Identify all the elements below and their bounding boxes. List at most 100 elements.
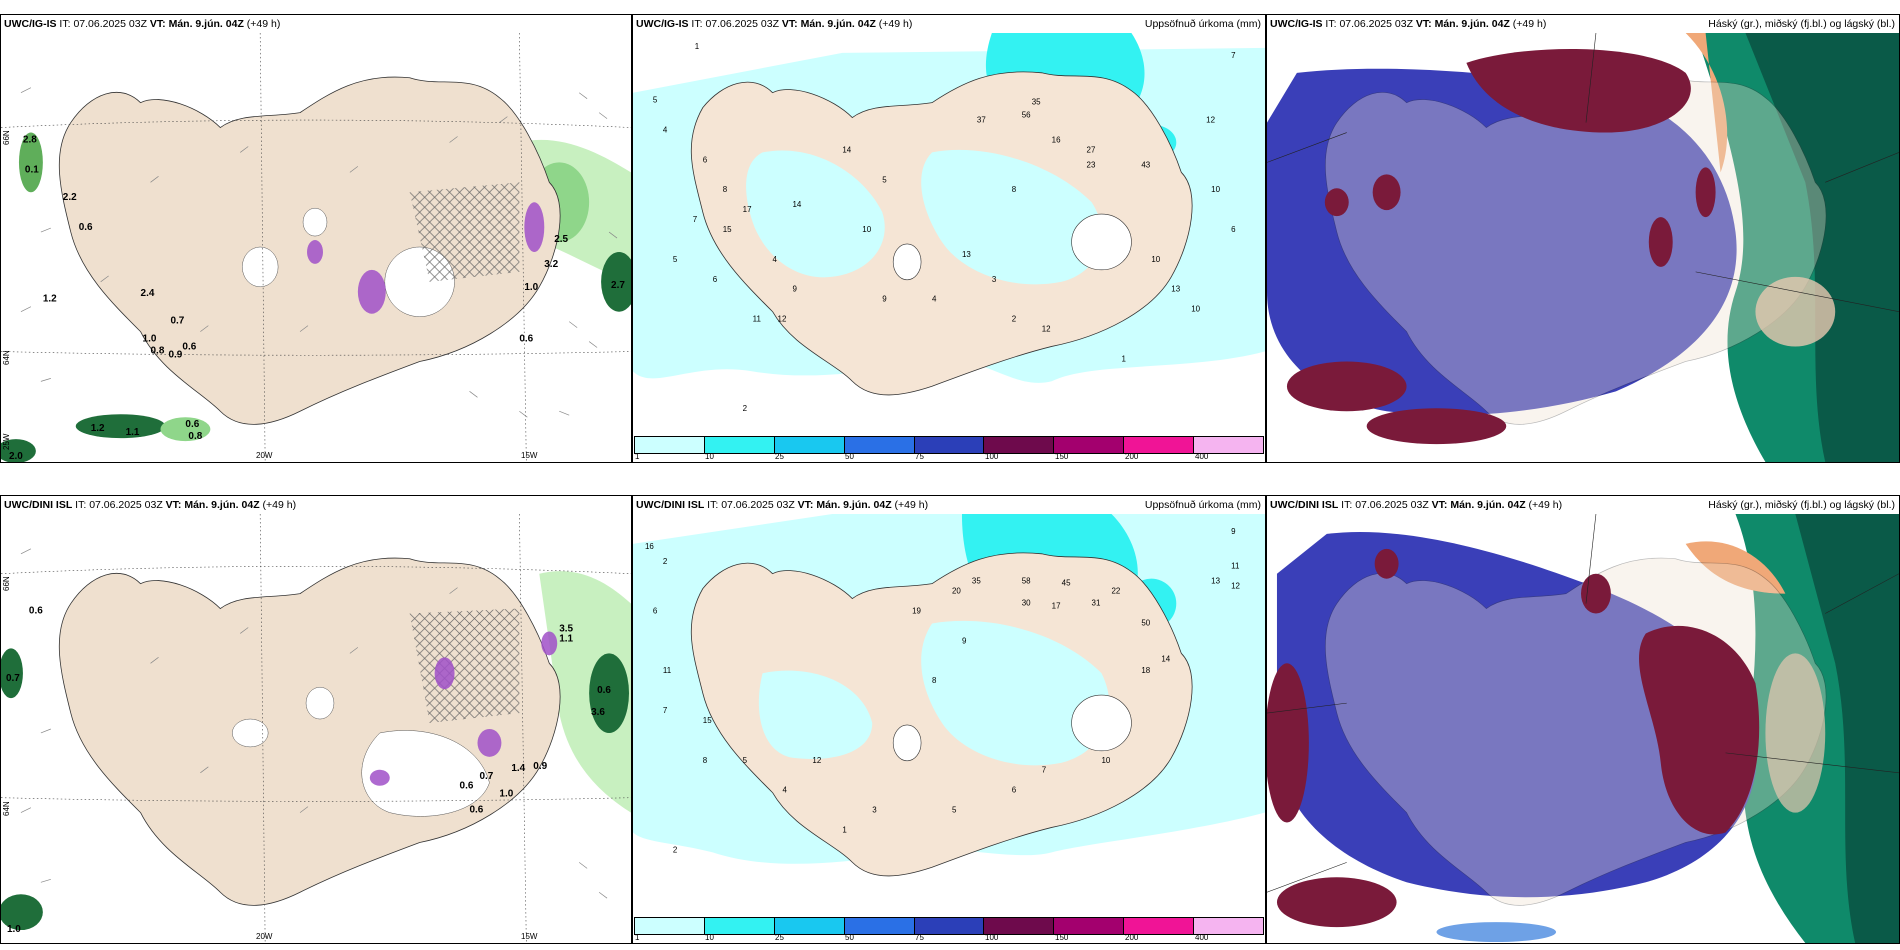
precip-value: 0.9	[168, 349, 182, 360]
precip-value: 4	[773, 255, 778, 264]
colorbar-label: 75	[915, 933, 924, 942]
panel-field-title: Háský (gr.), miðský (fj.bl.) og lágský (…	[1708, 18, 1895, 30]
precip-value: 3	[872, 806, 877, 815]
precip-value: 1.0	[524, 282, 538, 293]
precip-value: 13	[962, 250, 971, 259]
colorbar-swatch	[1194, 918, 1264, 934]
precip-value: 2.5	[554, 234, 568, 245]
colorbar-label: 10	[705, 933, 714, 942]
precip-value: 9	[1231, 527, 1236, 536]
precip-value: 0.8	[151, 346, 165, 357]
precip-value: 27	[1087, 145, 1096, 154]
precip-value: 12	[1206, 116, 1215, 125]
colorbar-swatch	[914, 437, 985, 453]
precip-value: 3.6	[591, 707, 605, 718]
colorbar-swatch	[774, 437, 845, 453]
panel-accum-precip-ig: UWC/IG-IS IT: 07.06.2025 03Z VT: Mán. 9.…	[632, 14, 1266, 463]
precip-value: 12	[812, 756, 821, 765]
colorbar-swatch	[984, 918, 1055, 934]
colorbar-swatch	[1124, 437, 1195, 453]
precip-value: 8	[1012, 185, 1017, 194]
model-name: UWC/IG-IS	[636, 18, 689, 30]
precip-value: 15	[703, 716, 712, 725]
model-name: UWC/DINI ISL	[1270, 499, 1339, 511]
precip-value: 2	[1012, 315, 1017, 324]
colorbar-label: 10	[705, 452, 714, 461]
colorbar-swatch	[844, 918, 915, 934]
precip-value: 1.0	[499, 789, 513, 800]
precip-value: 3	[992, 275, 997, 284]
colorbar-label: 200	[1125, 452, 1139, 461]
colorbar-swatch	[1194, 437, 1264, 453]
precip-value: 13	[1211, 577, 1220, 586]
model-name: UWC/IG-IS	[1270, 18, 1323, 30]
colorbar-label: 150	[1055, 933, 1069, 942]
precip-value: 2.8	[23, 134, 37, 145]
valid-time: Mán. 9.jún. 04Z	[800, 18, 876, 30]
precip-value: 0.1	[25, 164, 39, 175]
panel-clouds-dini: UWC/DINI ISL IT: 07.06.2025 03Z VT: Mán.…	[1266, 495, 1900, 944]
precip-value: 10	[1102, 756, 1111, 765]
map-area[interactable]	[1267, 33, 1899, 462]
colorbar-label: 50	[845, 452, 854, 461]
precip-value: 5	[673, 255, 678, 264]
precip-value: 0.6	[460, 781, 474, 792]
precip-value: 15	[723, 225, 732, 234]
precip-value: 8	[723, 185, 728, 194]
model-name: UWC/DINI ISL	[636, 499, 705, 511]
lon-label: 20W	[256, 451, 273, 460]
precip-value: 14	[842, 145, 851, 154]
lead-time: (+49 h)	[1512, 18, 1547, 30]
precip-value: 8	[703, 756, 708, 765]
precip-value: 17	[1052, 602, 1061, 611]
precip-value: 1	[1121, 354, 1126, 363]
model-name: UWC/DINI ISL	[4, 499, 73, 511]
precip-value: 16	[1052, 135, 1061, 144]
map-area[interactable]: 16 2 6 11 7 8 5 4 12 15 19 20 35 58 45 3…	[633, 514, 1265, 915]
precip-value: 1	[842, 825, 847, 834]
colorbar-swatch	[844, 437, 915, 453]
precip-value: 2	[673, 845, 678, 854]
valid-time: Mán. 9.jún. 04Z	[816, 499, 892, 511]
lat-label: 64N	[2, 350, 11, 365]
colorbar-swatch	[635, 918, 705, 934]
precip-value: 7	[693, 215, 698, 224]
precip-value: 2	[663, 557, 668, 566]
map-area[interactable]: 0.6 0.7 1.1 3.6 3.5 0.6 1.4 0.9 0.7 0.6 …	[1, 514, 631, 943]
model-name: UWC/IG-IS	[4, 18, 57, 30]
precip-value: 14	[792, 200, 801, 209]
map-area[interactable]: 1 5 4 6 8 7 5 6 4 9 11 12 14 17 10 15 13…	[633, 33, 1265, 434]
precip-value: 3.5	[559, 623, 573, 634]
lead-time: (+49 h)	[262, 499, 297, 511]
init-time: 07.06.2025 03Z	[73, 18, 147, 30]
precip-value: 0.6	[29, 606, 43, 617]
precip-value: 10	[1151, 255, 1160, 264]
precip-value: 9	[792, 285, 797, 294]
precip-value: 0.6	[519, 334, 533, 345]
precip-value: 58	[1022, 577, 1031, 586]
precip-value: 5	[952, 806, 957, 815]
map-area[interactable]	[1267, 514, 1899, 943]
panel-header: UWC/DINI ISL IT: 07.06.2025 03Z VT: Mán.…	[1267, 496, 1899, 514]
panel-accum-precip-dini: UWC/DINI ISL IT: 07.06.2025 03Z VT: Mán.…	[632, 495, 1266, 944]
precip-value: 8	[932, 676, 937, 685]
map-area[interactable]: 2.8 0.1 2.2 0.6 1.2 2.4 1.0 0.7 0.8 0.6 …	[1, 33, 631, 462]
precip-value: 2	[743, 404, 748, 413]
panel-header: UWC/IG-IS IT: 07.06.2025 03Z VT: Mán. 9.…	[633, 15, 1265, 33]
init-time: 07.06.2025 03Z	[1339, 18, 1413, 30]
precip-value: 37	[977, 116, 986, 125]
colorbar-label: 400	[1195, 452, 1209, 461]
valid-time: Mán. 9.jún. 04Z	[1434, 18, 1510, 30]
precip-value: 2.7	[611, 280, 625, 291]
colorbar-swatch	[1054, 918, 1125, 934]
lon-label: 15W	[521, 932, 538, 941]
colorbar: 1 10 25 50 75 100 150 200 400	[633, 434, 1265, 462]
panel-precip-type-dini: UWC/DINI ISL IT: 07.06.2025 03Z VT: Mán.…	[0, 495, 632, 944]
precip-value: 22	[1111, 587, 1120, 596]
precip-value: 0.7	[170, 316, 184, 327]
precip-value: 1.1	[126, 427, 140, 438]
colorbar-label: 25	[775, 933, 784, 942]
precip-value: 10	[1211, 185, 1220, 194]
precip-value: 0.6	[470, 805, 484, 816]
iceland-land	[1324, 76, 1827, 425]
